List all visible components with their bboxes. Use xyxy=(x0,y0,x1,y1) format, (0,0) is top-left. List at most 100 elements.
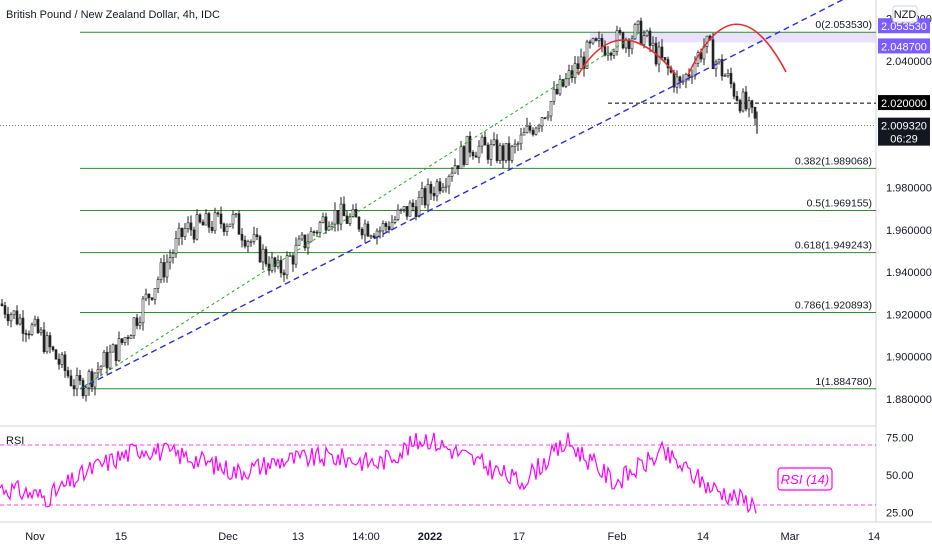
chart-title: British Pound / New Zealand Dollar, 4h, … xyxy=(6,9,220,21)
rsi-line xyxy=(0,432,757,514)
candle-body xyxy=(402,206,406,210)
rsi-tick-label: 50.00 xyxy=(886,470,914,482)
candle-body xyxy=(21,317,25,334)
candle-body xyxy=(741,91,745,112)
candle-body xyxy=(624,39,628,49)
candle-body xyxy=(303,234,307,249)
candle-body xyxy=(738,100,742,112)
candle-body xyxy=(216,212,220,215)
candle-body xyxy=(423,188,427,206)
candle-body xyxy=(267,263,271,271)
price-tag-box xyxy=(878,18,930,34)
y-tick-label: 1.980000 xyxy=(886,183,932,195)
drawing-overlays xyxy=(79,0,844,390)
candle-body xyxy=(588,41,592,44)
candle-body xyxy=(282,272,286,276)
resistance-zone-fill xyxy=(590,32,876,43)
candle-body xyxy=(153,288,157,300)
candle-body xyxy=(147,293,151,299)
rsi-label: RSI xyxy=(6,435,24,447)
candle-body xyxy=(132,317,136,336)
candle-body xyxy=(432,192,436,197)
candle-body xyxy=(570,70,574,79)
y-tick-label: 1.920000 xyxy=(886,309,932,321)
candle-body xyxy=(372,235,376,238)
x-tick-label: Dec xyxy=(218,531,238,543)
candle-body xyxy=(459,146,463,170)
candle-body xyxy=(183,228,187,238)
rsi-badge: RSI (14) xyxy=(781,472,829,487)
candle-body xyxy=(594,38,598,41)
currency-badge-box[interactable] xyxy=(892,5,918,23)
x-tick-label: 17 xyxy=(513,531,525,543)
candle-body xyxy=(306,241,310,249)
candle-body xyxy=(651,42,655,46)
candle-body xyxy=(246,241,250,247)
candle-body xyxy=(453,165,457,174)
candle-body xyxy=(300,234,304,240)
candle-body xyxy=(426,184,430,206)
candle-body xyxy=(237,213,241,235)
candle-body xyxy=(69,375,73,386)
candle-body xyxy=(312,231,316,233)
price-tag: 2.048700 xyxy=(878,38,930,54)
candle-body xyxy=(204,213,208,226)
candle-body xyxy=(555,88,559,95)
candle-body xyxy=(753,106,757,119)
candle-body xyxy=(750,100,754,108)
candle-body xyxy=(150,297,154,300)
candle-body xyxy=(675,76,679,88)
left-shoulder-arc xyxy=(577,39,677,76)
candle-body xyxy=(531,129,535,135)
candle-body xyxy=(279,260,283,274)
candle-body xyxy=(12,310,16,316)
candle-body xyxy=(342,203,346,217)
candle-body xyxy=(405,206,409,217)
price-tag-countdown: 06:29 xyxy=(890,134,918,146)
candle-body xyxy=(357,216,361,230)
candlestick-series xyxy=(0,17,757,402)
candle-body xyxy=(573,63,577,79)
candle-body xyxy=(285,255,289,276)
y-tick-label: 1.960000 xyxy=(886,225,932,237)
candle-body xyxy=(186,222,190,229)
candle-body xyxy=(45,335,49,353)
candle-body xyxy=(381,223,385,232)
candle-body xyxy=(684,74,688,82)
candle-body xyxy=(255,234,259,237)
candle-body xyxy=(576,63,580,70)
x-tick-label: Feb xyxy=(608,531,627,543)
candle-body xyxy=(513,143,517,147)
candle-body xyxy=(294,244,298,265)
candle-body xyxy=(324,216,328,231)
candle-body xyxy=(747,100,751,110)
fib-label: 0.618(1.949243) xyxy=(795,240,872,252)
time-axis: Nov 15 Dec 13 14:00 2022 17 Feb 14 Mar 14 xyxy=(25,531,880,543)
candle-body xyxy=(609,52,613,56)
candle-body xyxy=(297,238,301,246)
candle-body xyxy=(585,41,589,69)
price-tag-box xyxy=(878,95,930,111)
candle-body xyxy=(564,78,568,87)
candle-body xyxy=(108,351,112,369)
candle-body xyxy=(516,143,520,146)
fib-label: 0.786(1.920893) xyxy=(795,299,872,311)
candle-body xyxy=(384,223,388,227)
rsi-badge-box[interactable] xyxy=(777,467,833,491)
candle-body xyxy=(213,212,217,231)
candle-body xyxy=(504,143,508,161)
candle-body xyxy=(159,262,163,280)
candle-body xyxy=(180,227,184,238)
candle-body xyxy=(444,185,448,188)
x-tick-label: Mar xyxy=(781,531,800,543)
candle-body xyxy=(228,223,232,228)
candle-body xyxy=(27,333,31,336)
candle-body xyxy=(195,214,199,240)
candle-body xyxy=(471,151,475,157)
candle-body xyxy=(396,209,400,220)
candle-body xyxy=(198,214,202,223)
candle-body xyxy=(477,145,481,158)
candle-body xyxy=(201,221,205,226)
fib-label: 0.5(1.969155) xyxy=(807,198,872,210)
